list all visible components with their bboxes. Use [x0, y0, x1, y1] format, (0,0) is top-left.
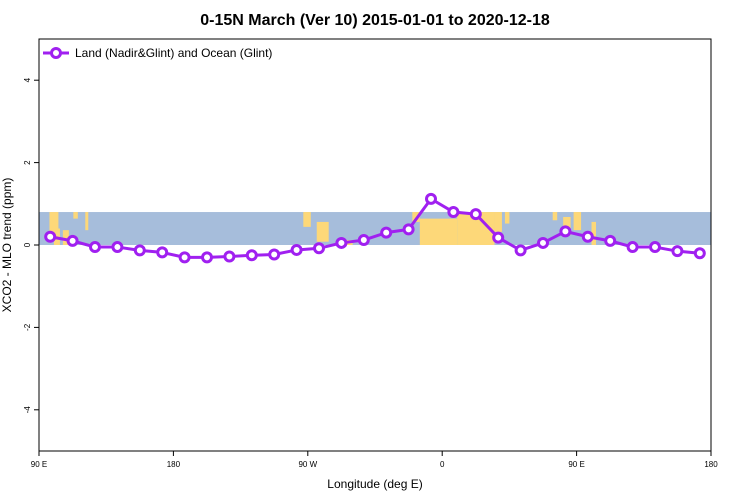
data-point: [335, 236, 348, 249]
data-point: [425, 192, 437, 205]
data-point: [357, 234, 370, 247]
y-axis-label: XCO2 - MLO trend (ppm): [0, 178, 14, 313]
data-point: [693, 247, 706, 260]
data-point: [178, 251, 191, 264]
data-point: [649, 241, 661, 254]
data-point: [604, 234, 617, 247]
data-point: [245, 249, 258, 262]
data-point: [402, 223, 415, 236]
land-borneo-2: [591, 221, 597, 245]
data-point: [581, 230, 594, 243]
legend: Land (Nadir&Glint) and Ocean (Glint): [43, 46, 272, 60]
data-point: [133, 244, 146, 257]
chart-title: 0-15N March (Ver 10) 2015-01-01 to 2020-…: [200, 12, 550, 29]
y-tick-label: 0: [23, 242, 32, 247]
land-borneo: [62, 230, 69, 245]
land-horn: [494, 212, 502, 232]
legend-label: Land (Nadir&Glint) and Ocean (Glint): [75, 46, 272, 60]
background-map: [39, 212, 711, 245]
y-tick-label: -2: [23, 323, 32, 331]
data-point: [559, 225, 572, 238]
y-tick-label: -4: [23, 406, 32, 414]
land-hainan: [73, 212, 78, 219]
data-point: [201, 251, 213, 264]
land-indochina: [49, 212, 59, 236]
data-point: [469, 208, 482, 221]
x-tick-label: 0: [440, 460, 445, 469]
data-point: [537, 236, 549, 249]
data-point: [290, 243, 303, 256]
x-tick-label: 180: [167, 460, 181, 469]
data-point: [626, 241, 639, 254]
x-tick-label: 90 W: [298, 460, 317, 469]
data-point: [380, 226, 393, 239]
y-tick-label: 4: [23, 77, 32, 82]
y-tick-label: 2: [23, 160, 32, 165]
x-axis-label: Longitude (deg E): [327, 477, 422, 491]
data-point: [89, 241, 101, 254]
land-indochina-2: [573, 212, 582, 231]
land-india-south: [552, 212, 558, 221]
x-tick-label: 180: [704, 460, 718, 469]
data-point: [111, 241, 124, 254]
x-axis: 90 E 180 90 W 0 90 E 180: [31, 451, 718, 469]
series-layer: [44, 192, 706, 264]
data-point: [492, 231, 505, 244]
legend-marker: [50, 47, 62, 59]
data-point: [671, 245, 684, 258]
x-tick-label: 90 E: [568, 460, 584, 469]
data-point: [223, 250, 236, 263]
data-point: [268, 248, 281, 261]
data-point: [514, 244, 527, 257]
land-philippines: [85, 212, 89, 231]
land-central-america-1: [303, 212, 311, 227]
x-tick-label: 90 E: [31, 460, 47, 469]
land-central-america-2: [316, 221, 329, 242]
land-west-africa: [419, 218, 458, 245]
data-point: [313, 242, 325, 255]
data-point: [66, 234, 79, 247]
data-point: [447, 206, 460, 219]
data-point: [44, 230, 57, 243]
data-point: [156, 246, 169, 259]
land-yemen: [504, 212, 510, 224]
y-axis: -4 -2 0 2 4: [23, 77, 39, 413]
